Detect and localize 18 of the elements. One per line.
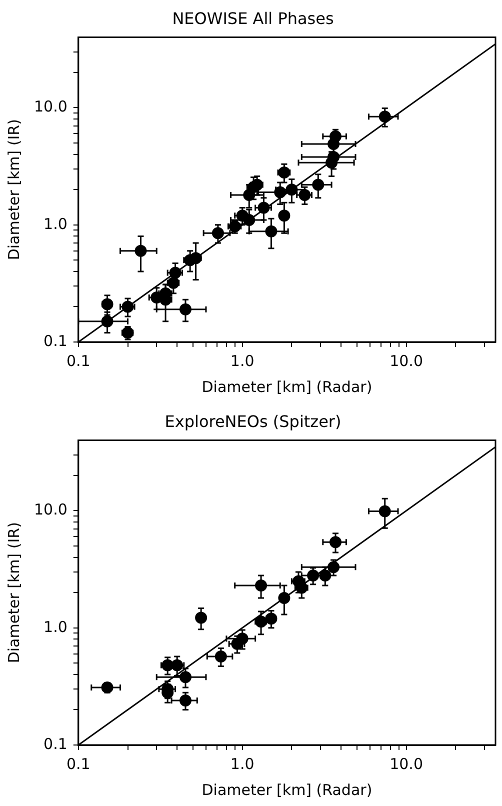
y-tick-label: 1.0 — [44, 618, 68, 636]
x-tick-label: 10.0 — [390, 754, 424, 773]
chart-title: NEOWISE All Phases — [172, 8, 334, 28]
y-tick-label: 10.0 — [34, 500, 68, 519]
y-tick-label: 0.1 — [44, 734, 68, 753]
x-tick-label: 0.1 — [66, 352, 90, 370]
x-axis-title: Diameter [km] (Radar) — [202, 378, 372, 396]
chart-title: ExploreNEOs (Spitzer) — [164, 412, 342, 431]
y-tick-label: 10.0 — [34, 98, 68, 116]
y-axis-title: Diameter [km] (IR) — [4, 522, 23, 664]
x-tick-label: 1.0 — [230, 352, 254, 370]
x-tick-label: 10.0 — [390, 352, 424, 370]
x-tick-label: 1.0 — [230, 754, 254, 773]
y-tick-label: 0.1 — [44, 332, 68, 350]
x-tick-label: 0.1 — [66, 754, 90, 773]
x-axis-title: Diameter [km] (Radar) — [202, 780, 372, 799]
y-axis-title: Diameter [km] (IR) — [4, 119, 23, 260]
y-tick-label: 1.0 — [44, 214, 68, 233]
